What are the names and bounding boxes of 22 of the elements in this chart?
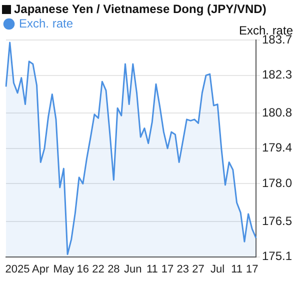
- y-tick-label: 178.0: [262, 176, 292, 190]
- y-tick-label: 180.8: [262, 105, 292, 120]
- x-tick-label: 11: [146, 263, 158, 276]
- x-tick-label: May: [53, 263, 75, 276]
- y-tick-label: 179.4: [262, 140, 292, 155]
- x-tick-label: 27: [192, 263, 204, 276]
- x-tick-label: 28: [108, 263, 120, 276]
- y-tick-label: 175.1: [262, 249, 292, 264]
- x-tick-label: 16: [76, 263, 90, 276]
- x-tick-label: 2025: [5, 263, 30, 276]
- legend-label: Exch. rate: [19, 16, 74, 30]
- x-tick-label: Jun: [124, 263, 142, 276]
- y-tick-label: 176.5: [262, 214, 292, 228]
- y-tick-label: 182.3: [262, 68, 292, 82]
- x-tick-label: 17: [246, 263, 258, 276]
- x-tick-label: 17: [161, 263, 174, 276]
- x-tick-label: 22: [92, 263, 104, 276]
- x-tick-label: Apr: [32, 263, 50, 276]
- x-tick-label: 11: [231, 263, 242, 276]
- chart-title: Japanese Yen / Vietnamese Dong (JPY/VND): [14, 2, 266, 16]
- x-tick-label: 23: [176, 263, 190, 276]
- x-tick-label: Jul: [210, 263, 225, 276]
